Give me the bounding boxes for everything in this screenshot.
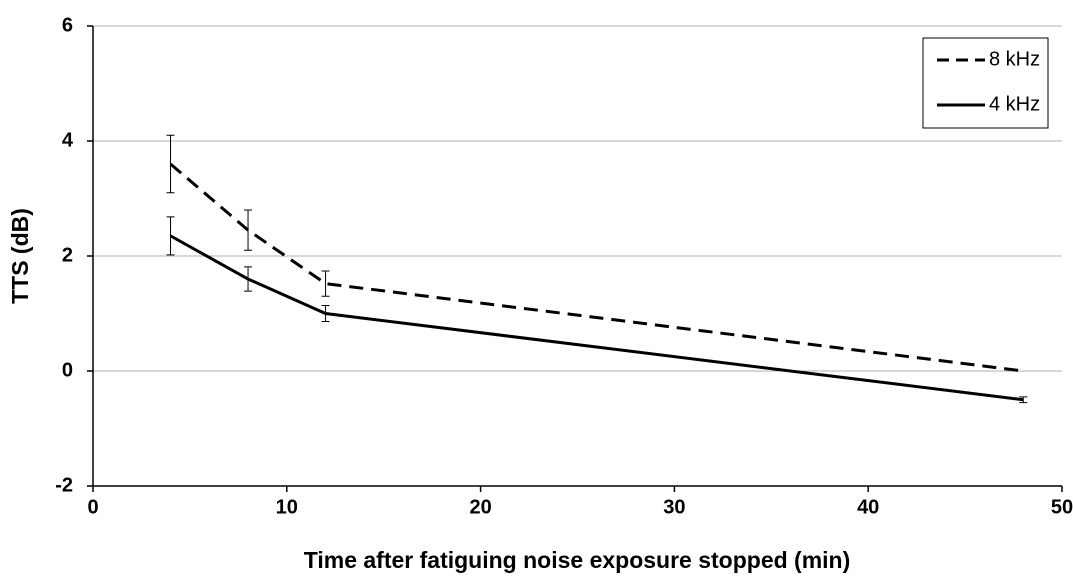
legend-label: 4 kHz [989,93,1040,115]
y-tick-label: -2 [55,474,73,496]
x-tick-label: 30 [663,496,685,518]
x-tick-label: 40 [857,496,879,518]
error-bar [1019,396,1028,404]
x-tick-label: 0 [87,496,98,518]
error-bar [244,266,253,292]
x-axis-title: Time after fatiguing noise exposure stop… [304,547,851,573]
y-tick-label: 4 [62,129,74,151]
y-tick-label: 2 [62,244,73,266]
series-line [169,162,1024,373]
legend-box [922,37,1049,129]
x-tick-label: 10 [276,496,298,518]
x-tick-label: 50 [1051,496,1073,518]
error-bar [166,134,175,194]
y-tick-label: 6 [62,14,73,36]
y-axis-title: TTS (dB) [7,208,33,304]
legend-label: 8 kHz [989,48,1040,70]
x-tick-label: 20 [469,496,491,518]
series-line [169,234,1024,402]
error-bar [321,304,330,323]
error-bar [244,209,253,251]
y-tick-label: 0 [62,359,73,381]
error-bar [166,216,175,256]
error-bar [321,270,330,297]
